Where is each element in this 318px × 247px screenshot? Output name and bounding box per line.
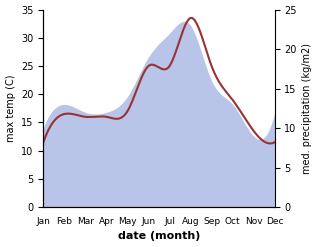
X-axis label: date (month): date (month) xyxy=(118,231,200,242)
Y-axis label: max temp (C): max temp (C) xyxy=(5,75,16,142)
Y-axis label: med. precipitation (kg/m2): med. precipitation (kg/m2) xyxy=(302,43,313,174)
